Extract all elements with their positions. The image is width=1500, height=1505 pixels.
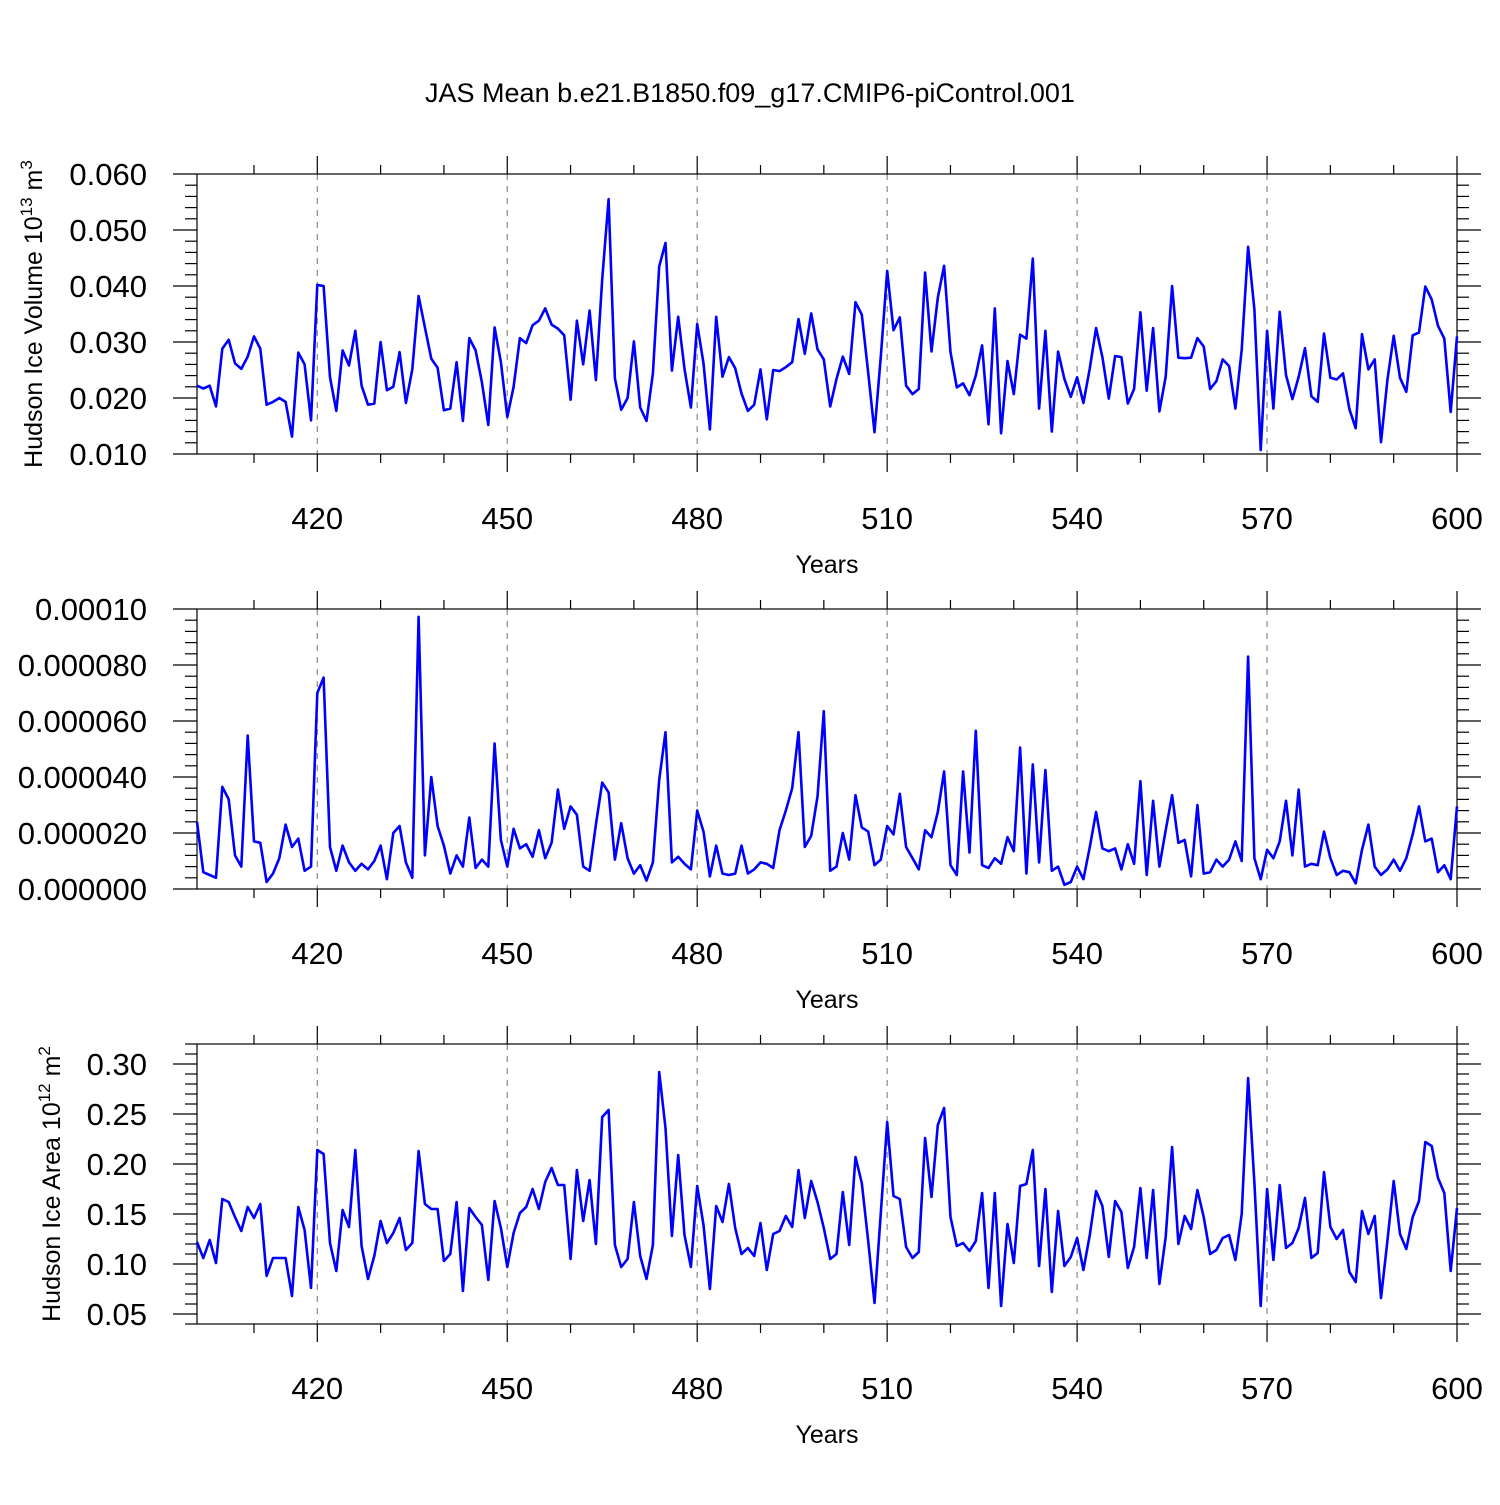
ice-area-panel: 420 450 480 510 540 570 600 0.05 0.10 0.15 0.20 0.2… bbox=[35, 1026, 1483, 1449]
area-x-tick-label: 540 bbox=[1051, 1371, 1103, 1406]
volume-y-tick-label: 0.050 bbox=[69, 213, 147, 248]
middle-y-tick-label: 0.000020 bbox=[18, 816, 147, 851]
middle-x-tick-label: 540 bbox=[1051, 936, 1103, 971]
middle-y-tick-label: 0.00010 bbox=[35, 592, 147, 627]
volume-y-tick-label: 0.030 bbox=[69, 325, 147, 360]
area-x-tick-label: 600 bbox=[1431, 1371, 1483, 1406]
area-y-axis-title: Hudson Ice Area 1012 m2 bbox=[35, 1046, 66, 1322]
middle-x-tick-label: 480 bbox=[671, 936, 723, 971]
middle-panel: 420 450 480 510 540 570 600 0.000000 0.000020 0.0… bbox=[18, 591, 1483, 1014]
area-y-tick-label: 0.05 bbox=[87, 1297, 147, 1332]
area-y-tick-label: 0.20 bbox=[87, 1147, 147, 1182]
area-x-tick-label: 480 bbox=[671, 1371, 723, 1406]
volume-x-tick-label: 600 bbox=[1431, 501, 1483, 536]
area-y-tick-label: 0.15 bbox=[87, 1197, 147, 1232]
area-x-tick-label: 510 bbox=[861, 1371, 913, 1406]
middle-x-axis-title: Years bbox=[795, 986, 858, 1014]
figure-title: JAS Mean b.e21.B1850.f09_g17.CMIP6-piCon… bbox=[425, 78, 1075, 108]
volume-x-tick-label: 450 bbox=[481, 501, 533, 536]
middle-x-tick-label: 600 bbox=[1431, 936, 1483, 971]
middle-x-tick-label: 420 bbox=[291, 936, 343, 971]
volume-y-tick-label: 0.020 bbox=[69, 381, 147, 416]
area-y-axis-title-unit-exponent: 2 bbox=[35, 1046, 54, 1055]
middle-y-tick-label: 0.000000 bbox=[18, 872, 147, 907]
volume-y-axis-title: Hudson Ice Volume 1013 m3 bbox=[17, 160, 48, 468]
area-y-tick-label: 0.10 bbox=[87, 1247, 147, 1282]
area-y-axis-title-exponent: 12 bbox=[35, 1083, 54, 1102]
middle-series-line bbox=[195, 615, 1459, 887]
volume-x-tick-label: 540 bbox=[1051, 501, 1103, 536]
volume-series-line bbox=[196, 197, 1459, 452]
area-y-axis-title-text: Hudson Ice Area 10 bbox=[38, 1102, 66, 1322]
area-x-tick-label: 570 bbox=[1241, 1371, 1293, 1406]
volume-x-tick-label: 510 bbox=[861, 501, 913, 536]
area-plot-frame bbox=[196, 1043, 1458, 1325]
volume-y-tick-label: 0.010 bbox=[69, 437, 147, 472]
middle-y-tick-label: 0.000060 bbox=[18, 704, 147, 739]
volume-y-axis-title-unit: m bbox=[20, 170, 48, 198]
middle-y-tick-label: 0.000080 bbox=[18, 648, 147, 683]
volume-x-tick-label: 420 bbox=[291, 501, 343, 536]
ice-volume-panel: 420 450 480 510 540 570 600 0.010 0.020 0.030 0.04… bbox=[17, 156, 1483, 579]
area-y-axis-title-unit: m bbox=[38, 1056, 66, 1084]
middle-x-tick-label: 570 bbox=[1241, 936, 1293, 971]
volume-y-axis-title-exponent: 13 bbox=[17, 197, 36, 216]
middle-x-tick-label: 510 bbox=[861, 936, 913, 971]
volume-x-tick-label: 570 bbox=[1241, 501, 1293, 536]
middle-plot-frame bbox=[196, 608, 1458, 890]
volume-y-tick-label: 0.060 bbox=[69, 157, 147, 192]
area-series-line bbox=[195, 1070, 1459, 1308]
area-x-tick-label: 450 bbox=[481, 1371, 533, 1406]
area-y-tick-label: 0.30 bbox=[87, 1047, 147, 1082]
middle-x-tick-label: 450 bbox=[481, 936, 533, 971]
area-x-axis-title: Years bbox=[795, 1421, 858, 1449]
volume-y-axis-title-unit-exponent: 3 bbox=[17, 160, 36, 169]
volume-x-tick-label: 480 bbox=[671, 501, 723, 536]
volume-plot-frame bbox=[196, 173, 1458, 455]
volume-y-axis-title-text: Hudson Ice Volume 10 bbox=[20, 216, 48, 468]
area-x-tick-label: 420 bbox=[291, 1371, 343, 1406]
volume-x-axis-title: Years bbox=[795, 551, 858, 579]
middle-y-tick-label: 0.000040 bbox=[18, 760, 147, 795]
volume-y-tick-label: 0.040 bbox=[69, 269, 147, 304]
area-y-tick-label: 0.25 bbox=[87, 1097, 147, 1132]
